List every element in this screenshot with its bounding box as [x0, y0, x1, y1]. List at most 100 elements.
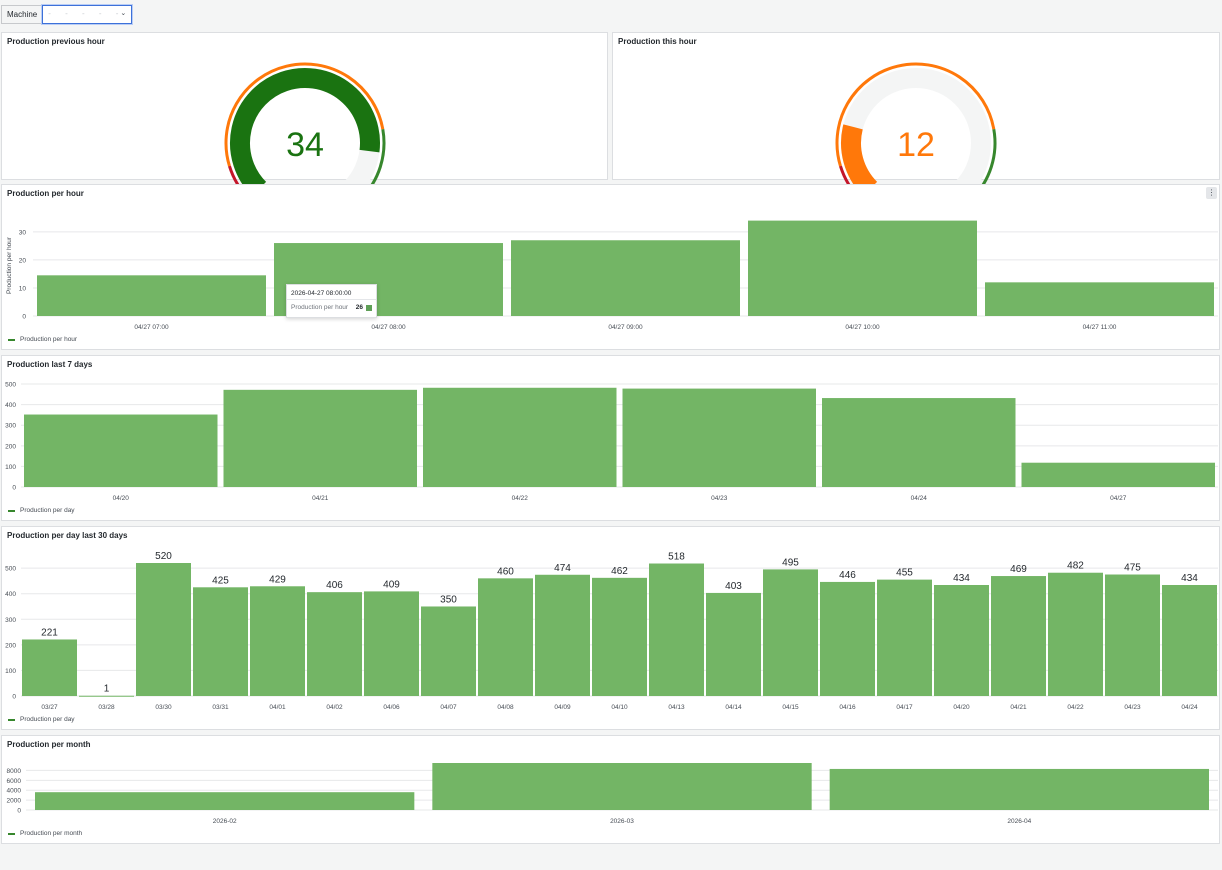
- x-tick-label: 04/16: [839, 704, 856, 711]
- x-tick-label: 04/21: [1010, 704, 1027, 711]
- bar: [250, 586, 305, 696]
- bar: [877, 579, 932, 696]
- bar: [822, 398, 1016, 487]
- legend-swatch: [8, 338, 15, 341]
- x-tick-label: 04/27 09:00: [608, 324, 643, 331]
- x-tick-label: 04/27 07:00: [134, 324, 169, 331]
- y-tick-label: 300: [5, 423, 16, 430]
- bar-value-label: 425: [212, 575, 229, 586]
- y-tick-label: 100: [5, 668, 16, 675]
- x-tick-label: 04/27 08:00: [371, 324, 406, 331]
- y-tick-label: 200: [5, 642, 16, 649]
- y-tick-label: 2000: [7, 798, 22, 805]
- x-tick-label: 2026-04: [1007, 818, 1031, 825]
- panel-production-per-hour: Production per hour ⋮ 0 10 20 30 Production …: [1, 184, 1220, 350]
- bar: [763, 569, 818, 696]
- x-tick-label: 03/28: [98, 704, 115, 711]
- gauge-threshold-orange: [835, 62, 996, 167]
- x-tick-label: 04/21: [312, 495, 329, 502]
- y-tick-label: 0: [12, 485, 16, 492]
- bar: [22, 639, 77, 696]
- y-tick-label: 100: [5, 464, 16, 471]
- x-tick-label: 04/13: [668, 704, 685, 711]
- bar: [24, 414, 218, 487]
- x-tick-label: 04/17: [896, 704, 913, 711]
- bar-value-label: 1: [104, 684, 110, 695]
- chart-legend[interactable]: Production per hour: [8, 336, 77, 343]
- bar-value-label: 495: [782, 557, 799, 568]
- panel-title: Production previous hour: [7, 37, 105, 46]
- bar: [421, 606, 476, 696]
- bar-value-label: 434: [953, 573, 970, 584]
- y-tick-label: 10: [19, 285, 27, 292]
- bar: [307, 592, 362, 696]
- y-tick-label: 400: [5, 402, 16, 409]
- bar-value-label: 520: [155, 551, 172, 562]
- x-tick-label: 04/09: [554, 704, 571, 711]
- bar-value-label: 482: [1067, 561, 1084, 572]
- y-tick-label: 200: [5, 443, 16, 450]
- x-tick-label: 03/31: [212, 704, 229, 711]
- machine-select[interactable]: - - - - - ⌄: [42, 5, 133, 24]
- bar-value-label: 221: [41, 627, 58, 638]
- y-tick-label: 0: [17, 808, 21, 815]
- panel-production-per-month: Production per month 0 2000 4000 6000 8000 20…: [1, 735, 1220, 844]
- y-tick-label: 8000: [7, 768, 22, 775]
- bar: [79, 695, 134, 697]
- y-tick-label: 30: [19, 229, 27, 236]
- bar-value-label: 455: [896, 568, 913, 579]
- y-tick-label: 20: [19, 257, 27, 264]
- bar-value-label: 475: [1124, 563, 1141, 574]
- y-axis-title: Production per hour: [6, 236, 13, 294]
- chevron-down-icon: ⌄: [120, 10, 127, 17]
- legend-swatch: [8, 718, 15, 721]
- chart-legend[interactable]: Production per day: [8, 716, 75, 723]
- legend-label: Production per hour: [20, 336, 78, 343]
- x-tick-label: 03/27: [41, 704, 58, 711]
- bar-value-label: 462: [611, 566, 628, 577]
- x-tick-label: 04/01: [269, 704, 286, 711]
- y-tick-label: 500: [5, 566, 16, 573]
- tooltip-value: 26: [355, 304, 363, 311]
- gauge-value-arc: [841, 124, 878, 197]
- x-tick-label: 04/02: [326, 704, 343, 711]
- panel-production-this-hour: Production this hour 12: [612, 32, 1220, 200]
- bar-value-label: 406: [326, 580, 343, 591]
- bar: [136, 563, 191, 696]
- x-tick-label: 04/27: [1110, 495, 1127, 502]
- gauge-value-arc: [230, 68, 380, 197]
- chart-production-per-day-30-days: 0 100 200 300 400 500 03/27 221 03/28 1 03/30 520 03…: [5, 551, 1218, 711]
- bar-value-label: 460: [497, 566, 514, 577]
- bar: [535, 574, 590, 696]
- bar: [423, 387, 617, 487]
- bar-value-label: 474: [554, 563, 571, 574]
- chart-legend[interactable]: Production per month: [8, 830, 82, 837]
- bar: [622, 388, 816, 487]
- bar: [1105, 574, 1160, 696]
- gauge-value: 34: [286, 126, 324, 164]
- kebab-icon[interactable]: ⋮: [1206, 187, 1217, 199]
- y-tick-label: 0: [22, 314, 26, 321]
- bar-value-label: 429: [269, 574, 286, 585]
- bar: [193, 587, 248, 696]
- variable-bar: Machine - - - - - ⌄: [1, 5, 133, 24]
- x-tick-label: 04/23: [711, 495, 728, 502]
- x-tick-label: 04/07: [440, 704, 457, 711]
- chart-legend[interactable]: Production per day: [8, 507, 75, 514]
- bar: [511, 240, 740, 316]
- y-tick-label: 500: [5, 382, 16, 389]
- tooltip-swatch: [366, 304, 372, 311]
- x-tick-label: 04/22: [1067, 704, 1084, 711]
- bar: [37, 275, 266, 316]
- x-tick-label: 04/27 10:00: [845, 324, 880, 331]
- panel-title: Production last 7 days: [7, 360, 93, 369]
- panel-production-previous-hour: Production previous hour 34: [1, 32, 608, 200]
- x-tick-label: 03/30: [155, 704, 172, 711]
- bar: [35, 792, 415, 810]
- y-tick-label: 6000: [7, 778, 22, 785]
- chart-production-per-month: 0 2000 4000 6000 8000 2026-02 2026-03 2026-04: [7, 763, 1218, 825]
- legend-swatch: [8, 832, 15, 835]
- panel-title: Production per month: [7, 740, 91, 749]
- legend-swatch: [8, 509, 15, 512]
- x-tick-label: 04/20: [953, 704, 970, 711]
